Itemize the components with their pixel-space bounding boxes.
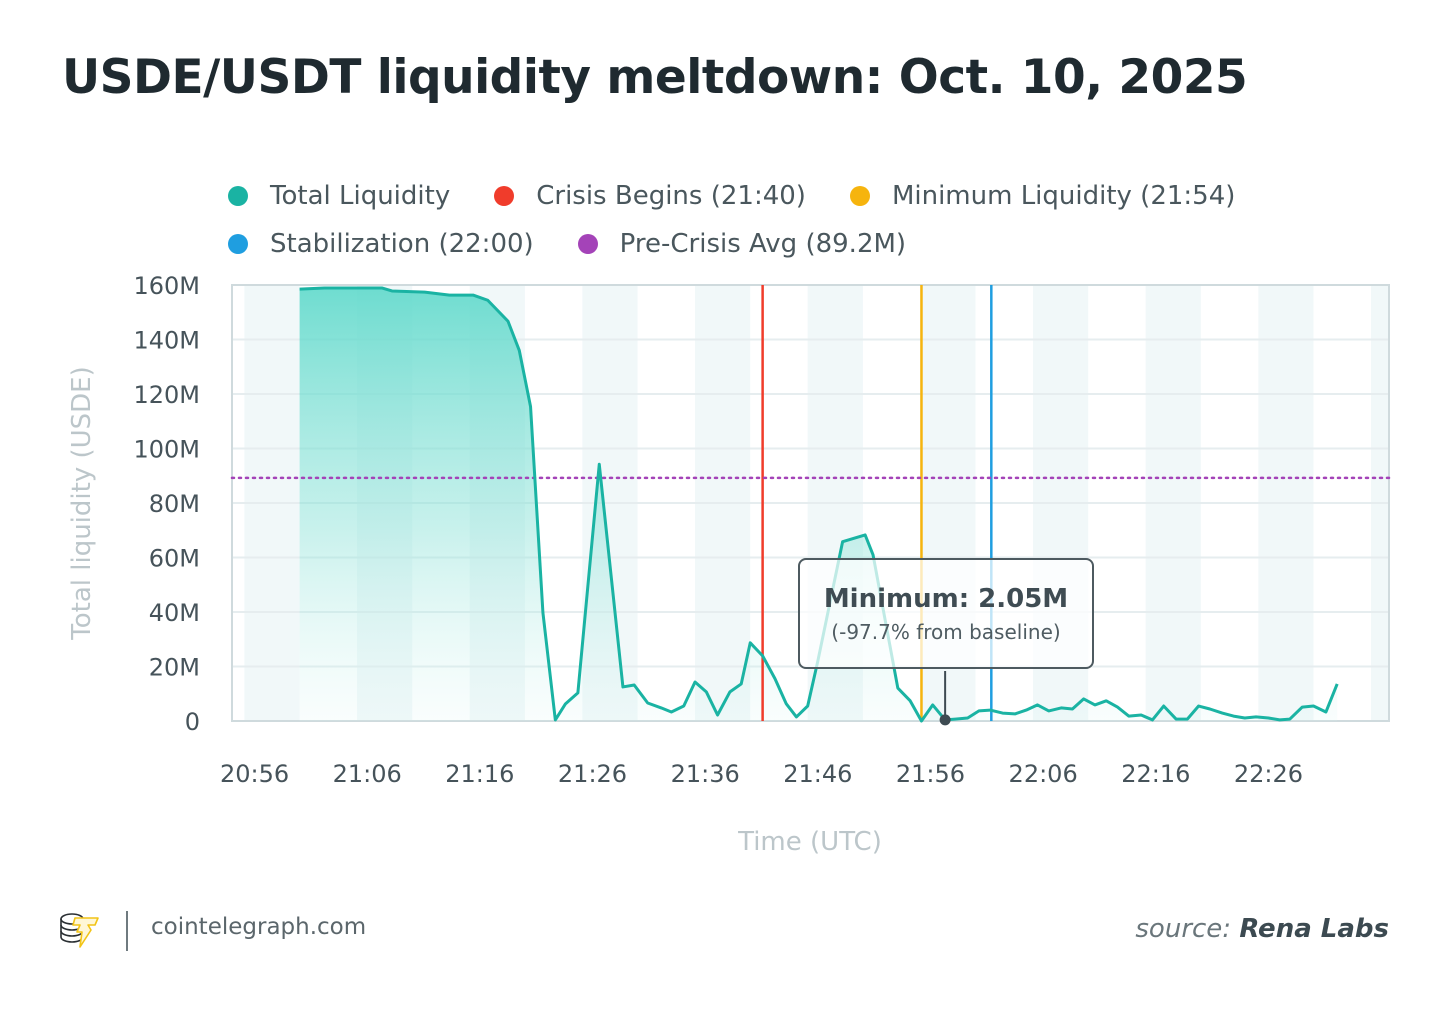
legend-dot-icon bbox=[228, 234, 248, 254]
legend-item-stabilization[interactable]: Stabilization (22:00) bbox=[228, 229, 534, 259]
minimum-annotation-box: Minimum: 2.05M (-97.7% from baseline) bbox=[798, 558, 1094, 669]
legend: Total Liquidity Crisis Begins (21:40) Mi… bbox=[228, 172, 1328, 268]
x-tick-label: 22:26 bbox=[1234, 760, 1303, 788]
area-layer bbox=[299, 287, 1338, 721]
x-tick-label: 21:06 bbox=[333, 760, 402, 788]
x-tick-label: 21:36 bbox=[671, 760, 740, 788]
footer-site-link[interactable]: cointelegraph.com bbox=[151, 914, 367, 940]
legend-dot-icon bbox=[494, 186, 515, 206]
x-tick-label: 21:26 bbox=[558, 760, 627, 788]
total-liquidity-area bbox=[299, 287, 1338, 721]
footer-source: source: Rena Labs bbox=[1135, 914, 1389, 944]
annotation-title: Minimum: 2.05M bbox=[823, 584, 1069, 614]
legend-item-total-liquidity[interactable]: Total Liquidity bbox=[228, 181, 450, 211]
legend-item-pre-crisis-avg[interactable]: Pre-Crisis Avg (89.2M) bbox=[577, 229, 907, 259]
y-tick-label: 60M bbox=[149, 545, 200, 573]
source-prefix: source: bbox=[1135, 914, 1232, 944]
source-name: Rena Labs bbox=[1239, 914, 1389, 944]
annotation-subtitle: (-97.7% from baseline) bbox=[831, 620, 1061, 644]
x-tick-label: 20:56 bbox=[220, 760, 289, 788]
legend-item-crisis-begins[interactable]: Crisis Begins (21:40) bbox=[494, 181, 806, 211]
y-tick-label: 40M bbox=[149, 599, 200, 627]
annotation-layer bbox=[939, 671, 951, 726]
y-tick-label: 160M bbox=[133, 272, 200, 300]
total-liquidity-line bbox=[299, 286, 1339, 723]
y-tick-label: 0 bbox=[185, 708, 200, 736]
legend-label: Total Liquidity bbox=[270, 181, 451, 211]
x-tick-label: 21:46 bbox=[783, 760, 852, 788]
legend-dot-icon bbox=[228, 186, 248, 206]
legend-label: Pre-Crisis Avg (89.2M) bbox=[619, 229, 907, 259]
line-layer bbox=[299, 286, 1339, 723]
x-axis-title: Time (UTC) bbox=[737, 827, 882, 857]
x-tick-label: 21:16 bbox=[445, 760, 514, 788]
cointelegraph-logo-icon bbox=[60, 913, 99, 948]
y-tick-labels: 0 20M 40M 60M 80M 100M 120M 140M 160M bbox=[133, 272, 200, 736]
x-tick-label: 21:56 bbox=[896, 760, 965, 788]
legend-label: Minimum Liquidity (21:54) bbox=[891, 181, 1236, 211]
legend-item-minimum-liquidity[interactable]: Minimum Liquidity (21:54) bbox=[849, 181, 1236, 211]
y-tick-label: 80M bbox=[149, 490, 200, 518]
y-tick-label: 100M bbox=[133, 436, 200, 464]
y-tick-label: 120M bbox=[133, 381, 200, 409]
legend-label: Stabilization (22:00) bbox=[270, 229, 534, 259]
legend-label: Crisis Begins (21:40) bbox=[536, 181, 806, 211]
legend-dot-icon bbox=[849, 186, 870, 206]
x-tick-label: 22:06 bbox=[1009, 760, 1078, 788]
chart-title: USDE/USDT liquidity meltdown: Oct. 10, 2… bbox=[62, 50, 1248, 105]
footer-divider bbox=[126, 911, 128, 951]
legend-row-1: Total Liquidity Crisis Begins (21:40) Mi… bbox=[228, 172, 1328, 220]
minimum-point-marker bbox=[939, 714, 951, 726]
x-tick-label: 22:16 bbox=[1121, 760, 1190, 788]
legend-dot-icon bbox=[577, 234, 598, 254]
legend-row-2: Stabilization (22:00) Pre-Crisis Avg (89… bbox=[228, 220, 1328, 268]
y-tick-label: 20M bbox=[149, 654, 200, 682]
y-axis-title: Total liquidity (USDE) bbox=[67, 366, 97, 640]
x-tick-labels: 20:56 21:06 21:16 21:26 21:36 21:46 21:56 22:06… bbox=[220, 760, 1303, 788]
y-tick-label: 140M bbox=[133, 327, 200, 355]
